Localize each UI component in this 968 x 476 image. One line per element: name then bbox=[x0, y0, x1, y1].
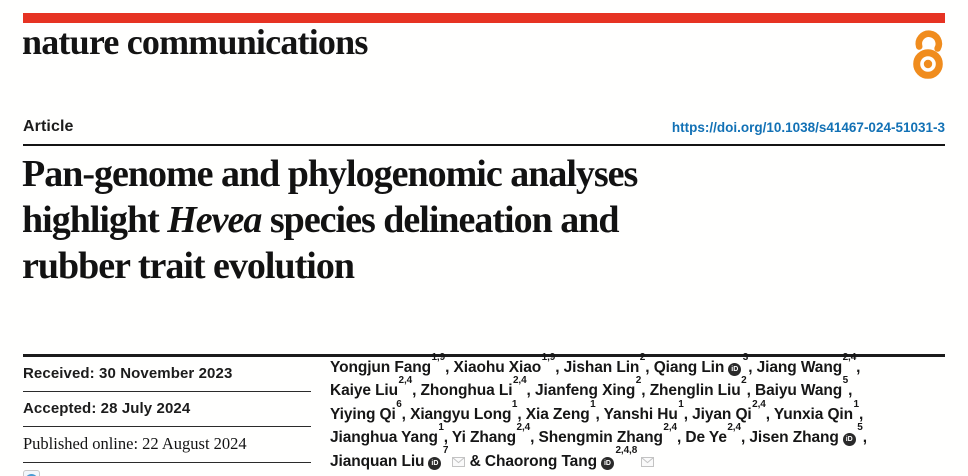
doi-link[interactable]: https://doi.org/10.1038/s41467-024-51031… bbox=[671, 120, 945, 135]
email-envelope-icon[interactable] bbox=[641, 451, 655, 474]
author-name: Jiang Wang bbox=[756, 359, 843, 376]
author-affiliation-superscript: 2 bbox=[639, 351, 646, 363]
accepted-date: Accepted: 28 July 2024 bbox=[23, 400, 191, 418]
email-envelope-icon[interactable] bbox=[452, 451, 466, 474]
author-name: Xiaohu Xiao bbox=[453, 359, 542, 376]
author-affiliation-superscript: 6 bbox=[396, 398, 402, 410]
author-line: Yiying Qi6, Xiangyu Long1, Xia Zeng1, Ya… bbox=[330, 398, 864, 423]
author-name: Jianquan Liu bbox=[330, 452, 425, 470]
author-affiliation-superscript: 2,4 bbox=[512, 375, 527, 387]
author-affiliation-superscript: 2,4 bbox=[663, 422, 677, 434]
author-name: Yongjun Fang bbox=[330, 359, 431, 376]
author-affiliation-superscript: 2,4,8 bbox=[615, 445, 638, 457]
author-name: Jishan Lin bbox=[563, 359, 640, 376]
received-date: Received: 30 November 2023 bbox=[23, 365, 233, 383]
author-name: Yunxia Qin bbox=[773, 405, 853, 423]
author-affiliation-superscript: 7 bbox=[442, 445, 449, 457]
author-name: Kaiye Liu bbox=[330, 382, 399, 400]
article-history: Received: 30 November 2023 Accepted: 28 … bbox=[23, 357, 311, 463]
author-affiliation-superscript: 1,9 bbox=[541, 351, 556, 363]
orcid-icon[interactable]: iD bbox=[842, 433, 856, 447]
open-access-lock-icon[interactable] bbox=[909, 27, 947, 79]
author-affiliation-superscript: 5 bbox=[857, 422, 863, 434]
author-affiliation-superscript: 2,4 bbox=[752, 398, 766, 410]
author-name: De Ye bbox=[685, 429, 727, 447]
paper-title: Pan-genome and phylogenomic analyses hig… bbox=[22, 151, 932, 289]
author-name: Yi Zhang bbox=[451, 429, 516, 447]
author-lines: Yongjun Fang1,9, Xiaohu Xiao1,9, Jishan … bbox=[330, 351, 948, 474]
accepted-date-row: Accepted: 28 July 2024 bbox=[23, 392, 311, 427]
author-name: Xia Zeng bbox=[525, 405, 590, 423]
author-affiliation-superscript: 1 bbox=[678, 398, 684, 410]
author-affiliation-superscript: 1 bbox=[438, 422, 444, 434]
author-name: Jianfeng Xing bbox=[534, 382, 636, 400]
orcid-icon[interactable]: iD bbox=[428, 456, 442, 470]
author-name: Jisen Zhang bbox=[749, 429, 839, 447]
title-line-2-post: species delineation and bbox=[261, 199, 620, 241]
author-name: Qiang Lin bbox=[653, 359, 725, 376]
published-date: Published online: 22 August 2024 bbox=[23, 434, 247, 454]
author-line: Jianquan Liu iD7 & Chaorong Tang iD2,4,8 bbox=[330, 446, 948, 474]
header-rule bbox=[23, 144, 945, 147]
author-affiliation-superscript: 5 bbox=[842, 375, 849, 387]
orcid-icon[interactable]: iD bbox=[728, 363, 742, 376]
check-for-updates-icon[interactable] bbox=[23, 470, 40, 476]
author-affiliation-superscript: 2,4 bbox=[727, 422, 741, 434]
title-line-1: Pan-genome and phylogenomic analyses bbox=[22, 153, 638, 195]
journal-wordmark: nature communications bbox=[22, 22, 368, 62]
author-name: Zhenglin Liu bbox=[649, 382, 741, 400]
orcid-icon[interactable]: iD bbox=[600, 456, 614, 470]
author-affiliation-superscript: 1 bbox=[590, 398, 596, 410]
author-name: Xiangyu Long bbox=[410, 405, 512, 423]
author-name: Shengmin Zhang bbox=[538, 429, 663, 447]
author-affiliation-superscript: 2,4 bbox=[398, 375, 413, 387]
article-type-label: Article bbox=[23, 118, 74, 135]
title-genus-italic: Hevea bbox=[167, 199, 262, 241]
author-name: Yanshi Hu bbox=[603, 405, 678, 423]
author-name: Chaorong Tang bbox=[484, 452, 597, 470]
title-line-2-pre: highlight bbox=[22, 199, 168, 241]
brand-red-bar bbox=[23, 13, 945, 23]
author-affiliation-superscript: 2,4 bbox=[842, 351, 857, 363]
author-affiliation-superscript: 1,9 bbox=[431, 351, 446, 363]
author-name: Yiying Qi bbox=[330, 405, 396, 423]
section-divider-rule bbox=[23, 354, 945, 357]
title-line-3: rubber trait evolution bbox=[22, 245, 355, 287]
article-meta-row: Article https://doi.org/10.1038/s41467-0… bbox=[23, 118, 945, 136]
author-line: Kaiye Liu2,4, Zhonghua Li2,4, Jianfeng X… bbox=[330, 375, 853, 400]
author-affiliation-superscript: 2 bbox=[635, 375, 642, 387]
author-affiliation-superscript: 2,4 bbox=[516, 422, 531, 434]
author-name: Zhonghua Li bbox=[420, 382, 513, 400]
published-date-row: Published online: 22 August 2024 bbox=[23, 427, 311, 463]
author-name: Jianghua Yang bbox=[330, 429, 438, 447]
author-affiliation-superscript: 3 bbox=[742, 351, 749, 363]
author-line: Yongjun Fang1,9, Xiaohu Xiao1,9, Jishan … bbox=[330, 351, 861, 376]
author-affiliation-superscript: 1 bbox=[853, 398, 859, 410]
author-line: Jianghua Yang1, Yi Zhang2,4, Shengmin Zh… bbox=[330, 422, 867, 447]
author-affiliation-superscript: 2 bbox=[741, 375, 747, 387]
author-affiliation-superscript: 1 bbox=[511, 398, 518, 410]
received-date-row: Received: 30 November 2023 bbox=[23, 357, 311, 392]
author-name: Baiyu Wang bbox=[755, 382, 843, 400]
author-name: Jiyan Qi bbox=[692, 405, 752, 423]
